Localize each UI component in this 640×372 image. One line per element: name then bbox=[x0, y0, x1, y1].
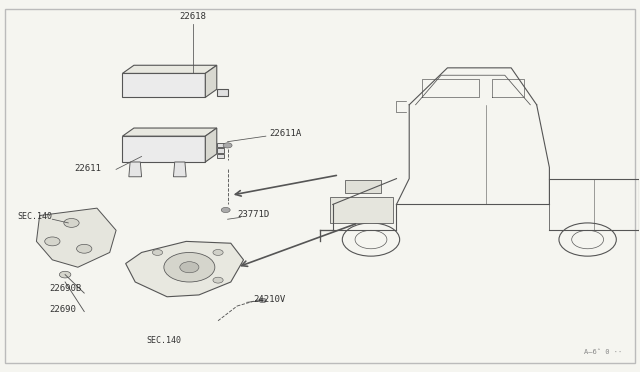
Polygon shape bbox=[125, 241, 244, 297]
Text: 22690: 22690 bbox=[49, 305, 76, 314]
Polygon shape bbox=[217, 143, 225, 147]
Text: 22611A: 22611A bbox=[269, 129, 301, 138]
Circle shape bbox=[213, 277, 223, 283]
Circle shape bbox=[221, 208, 230, 212]
Polygon shape bbox=[205, 65, 217, 97]
Circle shape bbox=[45, 237, 60, 246]
Polygon shape bbox=[217, 89, 228, 96]
Circle shape bbox=[259, 298, 266, 303]
Text: 22690B: 22690B bbox=[49, 284, 81, 293]
Polygon shape bbox=[217, 154, 225, 158]
Circle shape bbox=[164, 253, 215, 282]
Circle shape bbox=[223, 143, 232, 148]
Polygon shape bbox=[122, 73, 205, 97]
Text: SEC.140: SEC.140 bbox=[147, 336, 181, 345]
Polygon shape bbox=[36, 208, 116, 267]
Circle shape bbox=[213, 250, 223, 256]
Circle shape bbox=[60, 271, 71, 278]
Text: 22618: 22618 bbox=[179, 12, 206, 21]
Text: 23771D: 23771D bbox=[237, 211, 269, 219]
Bar bbox=[330, 197, 394, 223]
Polygon shape bbox=[122, 128, 217, 136]
Text: 24210V: 24210V bbox=[253, 295, 285, 304]
Polygon shape bbox=[173, 162, 186, 177]
Circle shape bbox=[64, 218, 79, 227]
Polygon shape bbox=[205, 128, 217, 162]
Circle shape bbox=[180, 262, 199, 273]
Bar bbox=[346, 180, 381, 193]
Polygon shape bbox=[122, 65, 217, 73]
Text: SEC.140: SEC.140 bbox=[17, 212, 52, 221]
Polygon shape bbox=[217, 148, 225, 153]
Text: 22611: 22611 bbox=[75, 164, 102, 173]
Polygon shape bbox=[129, 162, 141, 177]
Text: A̶6̂ 0 ··: A̶6̂ 0 ·· bbox=[584, 349, 623, 355]
Circle shape bbox=[351, 202, 379, 218]
Circle shape bbox=[77, 244, 92, 253]
Polygon shape bbox=[122, 136, 205, 162]
Circle shape bbox=[152, 250, 163, 256]
